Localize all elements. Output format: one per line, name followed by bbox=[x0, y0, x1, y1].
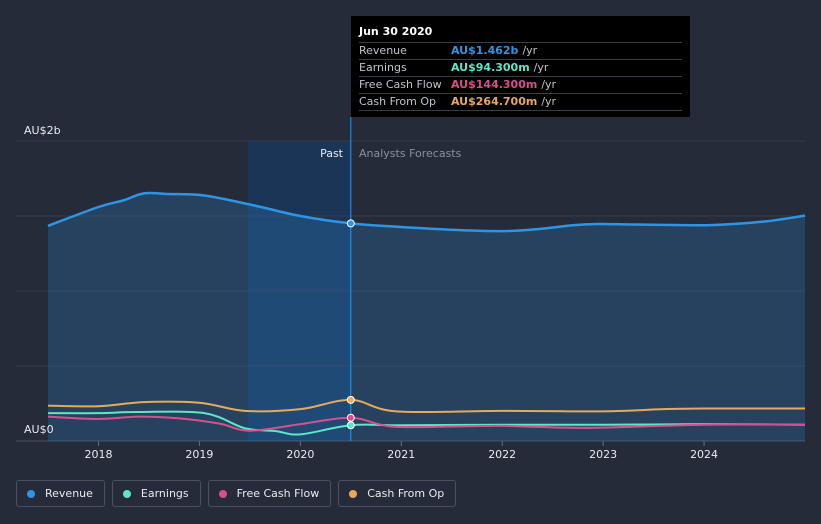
grid-lines bbox=[16, 140, 805, 442]
tooltip-row-label: Cash From Op bbox=[359, 95, 437, 108]
legend-dot-icon bbox=[218, 489, 227, 498]
x-tick-label: 2020 bbox=[286, 448, 314, 461]
legend-item-earnings[interactable]: Earnings bbox=[111, 480, 201, 507]
tooltip-row-value: AU$144.300m bbox=[451, 78, 538, 91]
tooltip-row-revenue: Revenue AU$1.462b /yr bbox=[359, 43, 682, 60]
series-line-cash-from-op bbox=[47, 398, 806, 414]
tooltip-row-value: AU$1.462b bbox=[451, 44, 519, 57]
legend-label: Earnings bbox=[140, 487, 189, 500]
tooltip-row-unit: /yr bbox=[541, 95, 557, 108]
hover-tooltip: Jun 30 2020 Revenue AU$1.462b /yr Earnin… bbox=[351, 16, 690, 117]
tooltip-row-unit: /yr bbox=[533, 61, 549, 74]
tooltip-row-label: Revenue bbox=[359, 44, 407, 57]
hover-marker-earnings bbox=[346, 421, 355, 430]
x-tick-label: 2018 bbox=[84, 448, 112, 461]
hover-markers bbox=[346, 219, 355, 430]
y-axis-bottom-label: AU$0 bbox=[24, 423, 54, 436]
tooltip-row-free-cash-flow: Free Cash Flow AU$144.300m /yr bbox=[359, 77, 682, 94]
x-tick-label: 2022 bbox=[488, 448, 516, 461]
legend-item-cash-from-op[interactable]: Cash From Op bbox=[338, 480, 457, 507]
series-line-revenue bbox=[47, 191, 806, 233]
tooltip-date: Jun 30 2020 bbox=[359, 24, 682, 43]
legend-item-revenue[interactable]: Revenue bbox=[16, 480, 105, 507]
tooltip-row-unit: /yr bbox=[522, 44, 538, 57]
series-area-revenue bbox=[48, 192, 805, 441]
legend: Revenue Earnings Free Cash Flow Cash Fro… bbox=[16, 480, 457, 507]
y-axis-top-label: AU$2b bbox=[24, 124, 61, 137]
past-label: Past bbox=[320, 147, 344, 160]
forecast-label: Analysts Forecasts bbox=[359, 147, 462, 160]
legend-dot-icon bbox=[27, 489, 35, 498]
tooltip-row-label: Earnings bbox=[359, 61, 407, 74]
legend-label: Free Cash Flow bbox=[236, 487, 320, 500]
tooltip-row-cash-from-op: Cash From Op AU$264.700m /yr bbox=[359, 94, 682, 111]
legend-label: Revenue bbox=[45, 487, 93, 500]
legend-item-free-cash-flow[interactable]: Free Cash Flow bbox=[207, 480, 332, 507]
series-line-free-cash-flow bbox=[47, 415, 806, 432]
hover-marker-free-cash-flow bbox=[346, 413, 355, 422]
x-tick-label: 2024 bbox=[690, 448, 718, 461]
tooltip-row-value: AU$94.300m bbox=[451, 61, 530, 74]
tooltip-row-value: AU$264.700m bbox=[451, 95, 538, 108]
x-tick-label: 2021 bbox=[387, 448, 415, 461]
series-line-earnings bbox=[47, 410, 806, 436]
series-layer bbox=[47, 191, 806, 441]
legend-label: Cash From Op bbox=[367, 487, 445, 500]
x-axis-ticks: 2018 2019 2020 2021 2022 2023 2024 bbox=[84, 441, 718, 461]
chart: AU$2b AU$0 Past Analysts Forecasts 2018 2… bbox=[16, 117, 806, 461]
hover-marker-revenue bbox=[346, 219, 355, 228]
hover-marker-cash-from-op bbox=[346, 395, 355, 404]
tooltip-row-label: Free Cash Flow bbox=[359, 78, 442, 91]
x-tick-label: 2023 bbox=[589, 448, 617, 461]
tooltip-row-unit: /yr bbox=[541, 78, 557, 91]
legend-dot-icon bbox=[349, 489, 358, 498]
tooltip-row-earnings: Earnings AU$94.300m /yr bbox=[359, 60, 682, 77]
legend-dot-icon bbox=[122, 489, 131, 498]
x-tick-label: 2019 bbox=[185, 448, 213, 461]
